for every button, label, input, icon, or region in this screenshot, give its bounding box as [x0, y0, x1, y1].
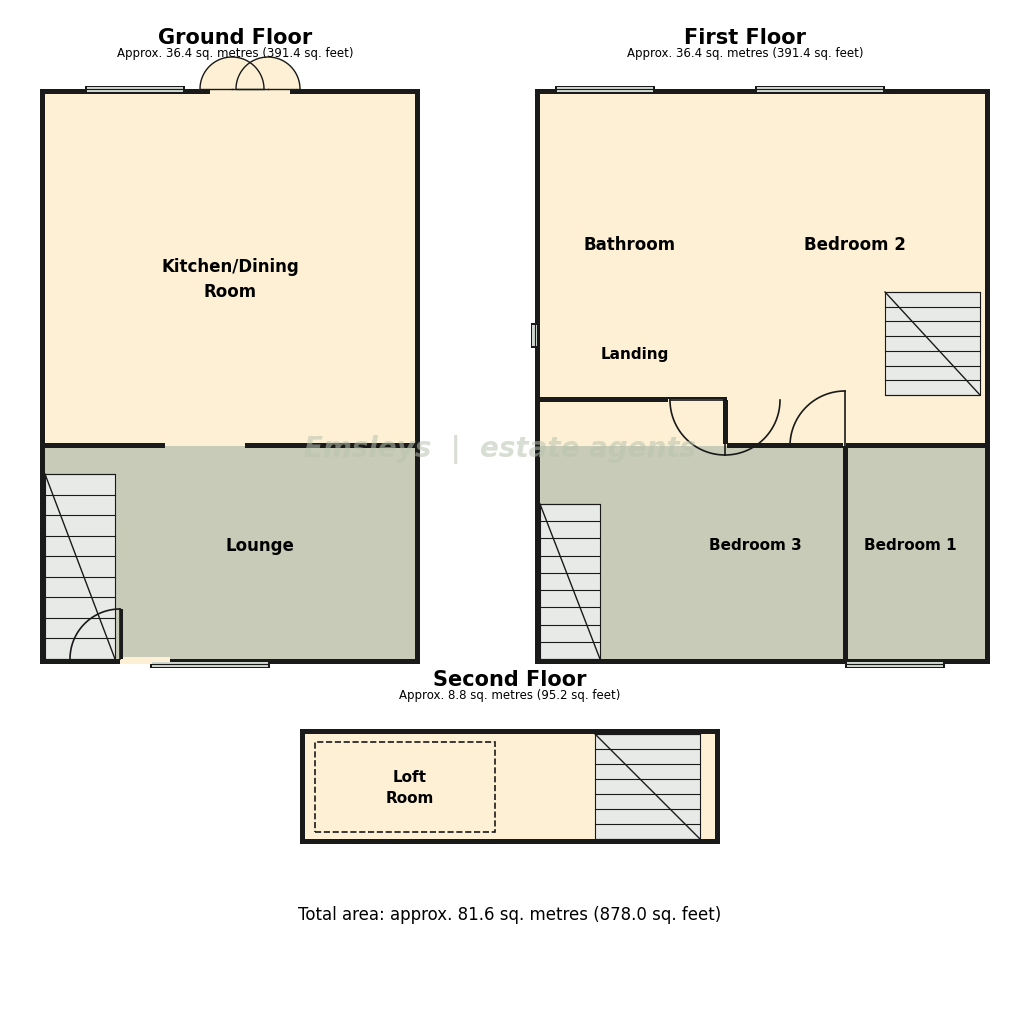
Bar: [535, 659, 989, 664]
Bar: [754, 87, 884, 94]
Bar: [556, 88, 652, 93]
Bar: [45, 475, 115, 659]
Bar: [667, 399, 722, 403]
Text: Loft
Room: Loft Room: [385, 769, 434, 805]
Text: First Floor: First Floor: [684, 28, 805, 48]
Bar: [532, 325, 537, 346]
Bar: [722, 400, 728, 444]
Text: Landing: Landing: [600, 346, 668, 362]
Bar: [594, 735, 699, 840]
Bar: [415, 90, 420, 664]
Bar: [300, 840, 719, 844]
Bar: [714, 730, 719, 844]
Text: Approx. 36.4 sq. metres (391.4 sq. feet): Approx. 36.4 sq. metres (391.4 sq. feet): [626, 47, 862, 59]
Text: Approx. 36.4 sq. metres (391.4 sq. feet): Approx. 36.4 sq. metres (391.4 sq. feet): [116, 47, 353, 59]
Text: Total area: approx. 81.6 sq. metres (878.0 sq. feet): Total area: approx. 81.6 sq. metres (878…: [299, 905, 720, 923]
Bar: [40, 446, 420, 664]
Text: Emsleys  |  estate agents: Emsleys | estate agents: [304, 435, 695, 464]
Polygon shape: [200, 58, 264, 90]
Bar: [300, 730, 305, 844]
Bar: [40, 90, 210, 95]
Bar: [150, 661, 270, 667]
Bar: [535, 397, 727, 403]
Bar: [846, 662, 943, 666]
Bar: [884, 292, 979, 395]
Bar: [152, 662, 268, 666]
Text: Bedroom 2: Bedroom 2: [803, 236, 905, 254]
Bar: [245, 443, 420, 448]
Bar: [984, 90, 989, 664]
Text: Bathroom: Bathroom: [583, 236, 676, 254]
Bar: [40, 90, 420, 664]
Bar: [539, 504, 599, 659]
Bar: [289, 90, 420, 95]
Bar: [315, 742, 494, 833]
Bar: [300, 730, 719, 735]
Bar: [87, 88, 182, 93]
Bar: [535, 90, 989, 95]
Bar: [844, 661, 944, 667]
Bar: [120, 657, 170, 664]
Bar: [531, 323, 538, 348]
Text: Lounge: Lounge: [225, 536, 294, 554]
Bar: [554, 87, 654, 94]
Bar: [300, 730, 719, 844]
Bar: [842, 446, 847, 664]
Text: Kitchen/Dining
Room: Kitchen/Dining Room: [161, 258, 299, 301]
Bar: [85, 87, 184, 94]
Polygon shape: [235, 58, 300, 90]
Text: Bedroom 1: Bedroom 1: [863, 537, 956, 552]
Bar: [40, 443, 165, 448]
Bar: [40, 659, 420, 664]
Bar: [535, 446, 989, 664]
Bar: [40, 90, 45, 664]
Bar: [842, 391, 845, 446]
Text: Approx. 8.8 sq. metres (95.2 sq. feet): Approx. 8.8 sq. metres (95.2 sq. feet): [398, 688, 621, 701]
Bar: [535, 90, 989, 664]
Text: Ground Floor: Ground Floor: [158, 28, 312, 48]
Bar: [727, 443, 989, 448]
Bar: [756, 88, 882, 93]
Bar: [535, 90, 539, 664]
Text: Bedroom 3: Bedroom 3: [708, 537, 801, 552]
Bar: [120, 609, 123, 659]
Text: Second Floor: Second Floor: [433, 669, 586, 689]
